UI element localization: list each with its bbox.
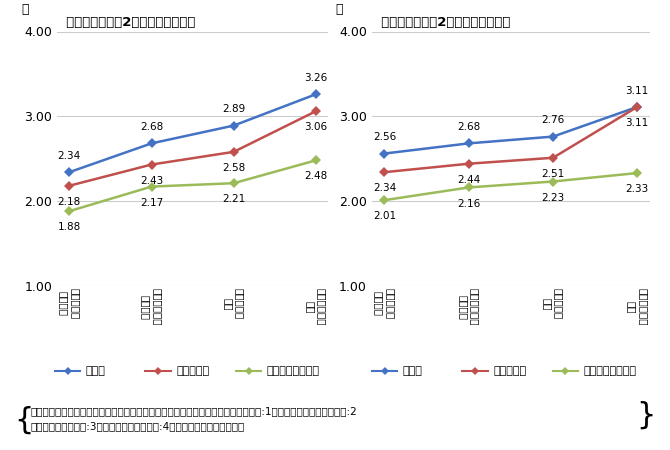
Text: 2.56: 2.56 <box>373 132 396 143</box>
Text: 全く当ては
まらない: 全く当ては まらない <box>374 288 395 319</box>
Text: 点: 点 <box>21 3 29 16</box>
Text: 少し当ては
まる: 少し当ては まる <box>223 288 245 319</box>
Text: 2.44: 2.44 <box>457 175 480 185</box>
Text: 全く当ては
まらない: 全く当ては まらない <box>58 288 80 319</box>
Text: 3.26: 3.26 <box>304 73 328 83</box>
Text: イライラ感: イライラ感 <box>493 366 526 376</box>
Text: 2.48: 2.48 <box>304 171 328 181</box>
Text: 平日寝る時刻が2時間以上変動する: 平日寝る時刻が2時間以上変動する <box>57 16 196 29</box>
Text: 2.34: 2.34 <box>373 183 396 194</box>
Text: とても当ては
まる: とても当ては まる <box>626 288 648 326</box>
Text: 2.43: 2.43 <box>140 176 163 186</box>
Text: あまり当ては
まらない: あまり当ては まらない <box>141 288 162 326</box>
Text: 2.33: 2.33 <box>626 184 649 194</box>
Text: とても当ては
まる: とても当ては まる <box>305 288 327 326</box>
Text: 3.06: 3.06 <box>304 122 328 132</box>
Text: 疲労感: 疲労感 <box>86 366 106 376</box>
Text: 2.68: 2.68 <box>457 122 480 132</box>
Text: 2.51: 2.51 <box>541 169 565 179</box>
Text: 点: 点 <box>336 3 343 16</box>
Text: 疲労感: 疲労感 <box>403 366 423 376</box>
Text: 2.18: 2.18 <box>58 197 81 207</box>
Text: 2.34: 2.34 <box>58 151 81 161</box>
Text: 2.89: 2.89 <box>222 104 245 114</box>
Text: あまり当ては
まらない: あまり当ては まらない <box>458 288 480 326</box>
Text: 2.68: 2.68 <box>140 122 163 132</box>
Text: 2.76: 2.76 <box>541 116 565 126</box>
Text: }: } <box>636 401 655 430</box>
Text: 2.23: 2.23 <box>541 193 565 202</box>
Text: 風邪の引きやすさ: 風邪の引きやすさ <box>584 366 636 376</box>
Text: 2.58: 2.58 <box>222 163 245 173</box>
Text: {: { <box>15 406 34 435</box>
Text: 2.17: 2.17 <box>140 198 163 208</box>
Text: 少し当ては
まる: 少し当ては まる <box>542 288 563 319</box>
Text: 2.01: 2.01 <box>373 211 396 221</box>
Text: 2.21: 2.21 <box>222 194 245 204</box>
Text: イライラ感: イライラ感 <box>176 366 209 376</box>
Text: 疲労感、イライラ感、風邪の引きやすさの項目、それぞれに、全く当てはまらない:1点、あまり当てはまらない:2: 疲労感、イライラ感、風邪の引きやすさの項目、それぞれに、全く当てはまらない:1点… <box>30 406 357 416</box>
Text: 点、少し当てはまる:3点、とても当てはまる:4点　と加点し平均値を算出: 点、少し当てはまる:3点、とても当てはまる:4点 と加点し平均値を算出 <box>30 421 245 431</box>
Text: 風邪の引きやすさ: 風邪の引きやすさ <box>267 366 320 376</box>
Text: 1.88: 1.88 <box>58 222 81 232</box>
Text: 3.11: 3.11 <box>626 86 649 96</box>
Text: 2.16: 2.16 <box>457 198 480 208</box>
Text: 平日起床時刻が2時間以上変動する: 平日起床時刻が2時間以上変動する <box>372 16 511 29</box>
Text: 3.11: 3.11 <box>626 118 649 128</box>
